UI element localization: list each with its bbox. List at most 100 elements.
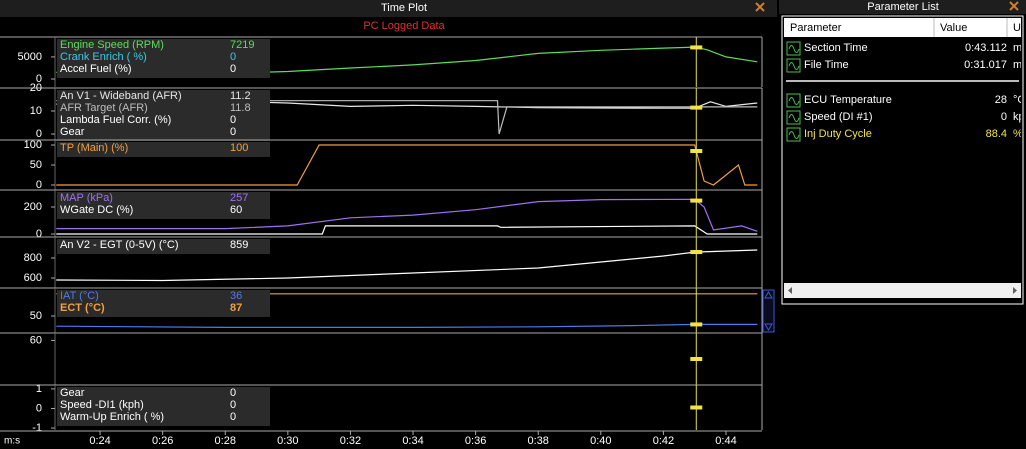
channel-value: 11.2 xyxy=(230,90,251,102)
channel-label-box xyxy=(57,192,270,219)
y-tick-label: 60 xyxy=(30,334,42,346)
parameter-name: Inj Duty Cycle xyxy=(804,128,872,140)
channel-name: MAP (kPa) xyxy=(60,192,113,204)
x-tick-label: 0:40 xyxy=(590,435,611,447)
parameter-unit: m xyxy=(1013,59,1022,71)
parameter-value: 88.4 xyxy=(986,128,1007,140)
channel-name: Gear xyxy=(60,387,85,399)
channel-value: 0 xyxy=(230,63,236,75)
trace xyxy=(56,198,758,232)
channel-value: 60 xyxy=(230,204,242,216)
cursor-marker xyxy=(690,322,703,327)
y-tick-label: 800 xyxy=(24,252,42,264)
cursor-marker xyxy=(690,405,703,410)
parameter-name: File Time xyxy=(804,59,849,71)
channel-name: Accel Fuel (%) xyxy=(60,63,132,75)
cursor-marker xyxy=(690,198,703,203)
channel-value: 0 xyxy=(230,51,236,63)
y-tick-label: 600 xyxy=(24,272,42,284)
y-tick-label: 50 xyxy=(30,310,42,322)
channel-name: Lambda Fuel Corr. (%) xyxy=(60,114,171,126)
channel-name: IAT (°C) xyxy=(60,290,99,302)
channel-name: TP (Main) (%) xyxy=(60,142,128,154)
table-body: Section Time 0:43.112 m File Time 0:31.017 m E… xyxy=(786,41,1025,142)
column-header: U xyxy=(1013,22,1021,34)
parameter-list-title-bar xyxy=(779,0,1026,14)
x-tick-label: 0:30 xyxy=(277,435,298,447)
parameter-unit: m xyxy=(1013,42,1022,54)
close-button[interactable] xyxy=(1009,1,1019,11)
close-button[interactable] xyxy=(755,2,765,12)
channel-label-box xyxy=(57,290,270,317)
channel-label-box xyxy=(57,387,270,426)
x-tick-label: 0:34 xyxy=(402,435,423,447)
parameter-unit: °C xyxy=(1013,94,1025,106)
y-tick-label: 0 xyxy=(36,128,42,140)
channel-name: Speed -DI1 (kph) xyxy=(60,399,144,411)
cursor-marker xyxy=(690,105,703,110)
y-tick-label: 10 xyxy=(30,105,42,117)
plot-subtitle: PC Logged Data xyxy=(363,20,445,32)
channel-label-box xyxy=(57,39,270,78)
channel-value: 0 xyxy=(230,411,236,423)
channel-value: 0 xyxy=(230,114,236,126)
y-tick-label: 50 xyxy=(30,159,42,171)
y-tick-label: -1 xyxy=(32,422,42,434)
column-header: Value xyxy=(940,22,967,34)
cursor-marker xyxy=(690,45,703,50)
parameter-icon xyxy=(786,110,801,125)
channel-label-box xyxy=(57,239,270,254)
parameter-value: 0:31.017 xyxy=(964,59,1007,71)
y-tick-label: 0 xyxy=(36,73,42,85)
channel-name: An V2 - EGT (0-5V) (°C) xyxy=(60,239,179,251)
channel-name: AFR Target (AFR) xyxy=(60,102,148,114)
channel-value: 11.8 xyxy=(230,102,251,114)
cursor-marker xyxy=(690,149,703,153)
channel-name: Warm-Up Enrich ( %) xyxy=(60,411,164,423)
table-header xyxy=(784,18,1021,37)
trace xyxy=(56,249,758,282)
channel-name: Gear xyxy=(60,126,85,138)
channel-value: 0 xyxy=(230,126,236,138)
cursor-marker xyxy=(690,250,703,255)
parameter-icon xyxy=(786,58,801,73)
x-tick-label: 0:36 xyxy=(465,435,486,447)
parameter-icon xyxy=(786,93,801,108)
y-tick-label: 0 xyxy=(36,402,42,414)
panel-scrollbar[interactable] xyxy=(762,289,775,333)
parameter-value: 0 xyxy=(1001,111,1007,123)
channel-value: 859 xyxy=(230,239,248,251)
parameter-value: 0:43.112 xyxy=(965,42,1007,54)
channel-name: An V1 - Wideband (AFR) xyxy=(60,90,182,102)
x-tick-label: 0:44 xyxy=(715,435,736,447)
y-tick-label: 0 xyxy=(36,228,42,240)
channel-value: 0 xyxy=(230,399,236,411)
parameter-table xyxy=(781,15,1024,305)
x-tick-label: 0:24 xyxy=(89,435,110,447)
channel-name: WGate DC (%) xyxy=(60,204,133,216)
horizontal-scrollbar[interactable] xyxy=(784,283,1021,298)
parameter-icon xyxy=(786,41,801,56)
window-title: Time Plot xyxy=(381,2,427,14)
y-tick-label: 5000 xyxy=(18,51,42,63)
x-tick-label: 0:28 xyxy=(215,435,236,447)
channel-name: Engine Speed (RPM) xyxy=(60,39,164,51)
x-tick-label: 0:42 xyxy=(653,435,674,447)
channel-value: 87 xyxy=(230,302,242,314)
y-tick-label: 1 xyxy=(36,383,42,395)
channel-label-box xyxy=(57,90,270,141)
channel-name: Crank Enrich ( %) xyxy=(60,51,147,63)
x-tick-label: 0:26 xyxy=(152,435,173,447)
y-tick-label: 200 xyxy=(24,201,42,213)
parameter-list-title: Parameter List xyxy=(867,1,939,13)
y-tick-label: 100 xyxy=(24,139,42,151)
channel-value: 100 xyxy=(230,142,248,154)
channel-label-box xyxy=(57,142,270,157)
parameter-unit: % xyxy=(1013,128,1023,140)
channel-value: 7219 xyxy=(230,39,254,51)
parameter-value: 28 xyxy=(995,94,1007,106)
parameter-name: Section Time xyxy=(804,42,868,54)
x-tick-label: 0:32 xyxy=(340,435,361,447)
